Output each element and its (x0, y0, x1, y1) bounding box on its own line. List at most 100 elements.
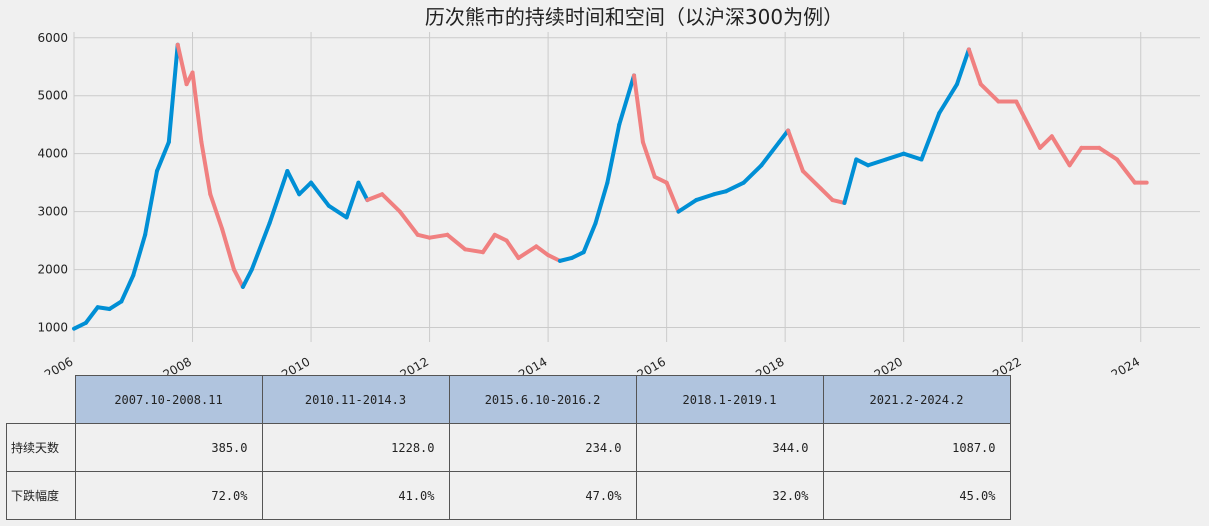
bull-segment (249, 221, 272, 272)
table-header-row: 2007.10-2008.11 2010.11-2014.3 2015.6.10… (7, 375, 1011, 424)
y-tick-label: 5000 (37, 89, 68, 103)
bear-segment (516, 244, 539, 260)
bull-segment (83, 305, 100, 325)
bull-segment (955, 47, 971, 87)
x-tick-label: 2008 (161, 354, 194, 375)
bear-segment (786, 128, 805, 174)
bear-segment (220, 227, 237, 272)
bull-segment (842, 157, 859, 205)
bull-segment (581, 221, 598, 255)
bear-segment (978, 82, 1001, 104)
bull-segment (593, 180, 610, 226)
bear-segment (818, 186, 835, 203)
row-label-duration: 持续天数 (6, 423, 76, 472)
bear-segment (1037, 134, 1054, 150)
y-tick-label: 1000 (37, 321, 68, 335)
bull-segment (285, 169, 302, 197)
bear-segment (652, 174, 669, 185)
bull-segment (883, 151, 906, 162)
bear-segment (504, 238, 521, 260)
row-label-drawdown: 下跌幅度 (6, 471, 76, 520)
bear-segment (492, 232, 509, 243)
table-cell: 1087.0 (822, 423, 1011, 472)
table-cell: 234.0 (448, 423, 637, 472)
bear-segment (175, 42, 189, 87)
bear-segment (800, 169, 823, 191)
bull-segment (326, 203, 349, 220)
x-tick-label: 2014 (516, 354, 549, 375)
bull-segment (901, 151, 924, 162)
bear-segment (463, 247, 485, 255)
bear-segment (632, 73, 645, 145)
table-cell: 45.0% (822, 471, 1011, 520)
table-corner (7, 376, 76, 424)
table-cell: 47.0% (448, 471, 637, 520)
bull-segment (712, 189, 728, 197)
bear-segment (830, 198, 847, 205)
table-cell: 32.0% (635, 471, 824, 520)
y-axis-ticks: 1000 2000 3000 4000 5000 6000 (37, 31, 68, 335)
bull-segment (131, 232, 148, 278)
bear-segment (1097, 145, 1120, 162)
column-header: 2007.10-2008.11 (74, 375, 263, 424)
bull-segment (605, 122, 622, 185)
bull-segment (154, 140, 171, 174)
bull-segment (557, 255, 574, 263)
bear-segment (190, 70, 204, 145)
y-tick-label: 3000 (37, 205, 68, 219)
y-tick-label: 4000 (37, 147, 68, 161)
bull-segment (356, 180, 370, 203)
bear-segment (232, 267, 245, 289)
bull-segment (617, 73, 637, 127)
bull-segment (344, 180, 361, 220)
bear-segment (534, 244, 551, 258)
column-header: 2010.11-2014.3 (261, 375, 450, 424)
bear-segment (1067, 145, 1084, 168)
y-tick-label: 2000 (37, 263, 68, 277)
bull-segment (119, 273, 136, 304)
grid (73, 32, 1200, 342)
bull-segment (309, 180, 331, 208)
bear-segment (208, 192, 225, 232)
bear-segment (966, 47, 983, 87)
bull-segment (72, 320, 88, 331)
bull-segment (297, 180, 314, 197)
bull-segment (240, 267, 254, 289)
table-cell: 72.0% (74, 471, 263, 520)
table-cell: 385.0 (74, 423, 263, 472)
bear-segment (1014, 99, 1025, 116)
bull-segment (741, 163, 764, 185)
bull-segment (854, 157, 871, 168)
x-tick-label: 2018 (753, 354, 786, 375)
bull-segment (694, 192, 717, 203)
bull-segment (759, 140, 782, 168)
column-header: 2021.2-2024.2 (822, 375, 1011, 424)
bull-segment (723, 180, 746, 194)
table-row: 持续天数 385.0 1228.0 234.0 344.0 1087.0 (6, 423, 1011, 472)
bull-segment (569, 250, 586, 260)
bear-segment (365, 192, 385, 203)
table-cell: 344.0 (635, 423, 824, 472)
bear-segment (199, 140, 213, 197)
x-tick-label: 2020 (872, 354, 905, 375)
bull-segment (143, 169, 159, 237)
bear-segment (415, 232, 432, 240)
bull-segment (866, 157, 888, 168)
bear-segment (640, 140, 657, 179)
bear-segment (546, 253, 562, 263)
bull-segment (919, 111, 942, 162)
table-cell: 41.0% (261, 471, 450, 520)
x-axis-ticks: 2006 2008 2010 2012 2014 2016 2018 2020 2022 2024 (42, 354, 1142, 375)
y-tick-label: 6000 (37, 31, 68, 45)
bull-segment (777, 128, 791, 145)
bear-market-table: 2007.10-2008.11 2010.11-2014.3 2015.6.10… (6, 375, 1011, 520)
bear-segment (664, 180, 681, 214)
x-tick-label: 2010 (279, 354, 312, 375)
bull-segment (676, 198, 699, 214)
x-tick-label: 2016 (635, 354, 668, 375)
table-cell: 1228.0 (261, 423, 450, 472)
bear-segment (1115, 157, 1137, 185)
hs300-chart: 历次熊市的持续时间和空间（以沪深300为例） 1000 2000 3000 4000 5… (37, 5, 1200, 375)
table-row: 下跌幅度 72.0% 41.0% 47.0% 32.0% 45.0% (6, 471, 1011, 520)
chart-title: 历次熊市的持续时间和空间（以沪深300为例） (425, 5, 843, 29)
